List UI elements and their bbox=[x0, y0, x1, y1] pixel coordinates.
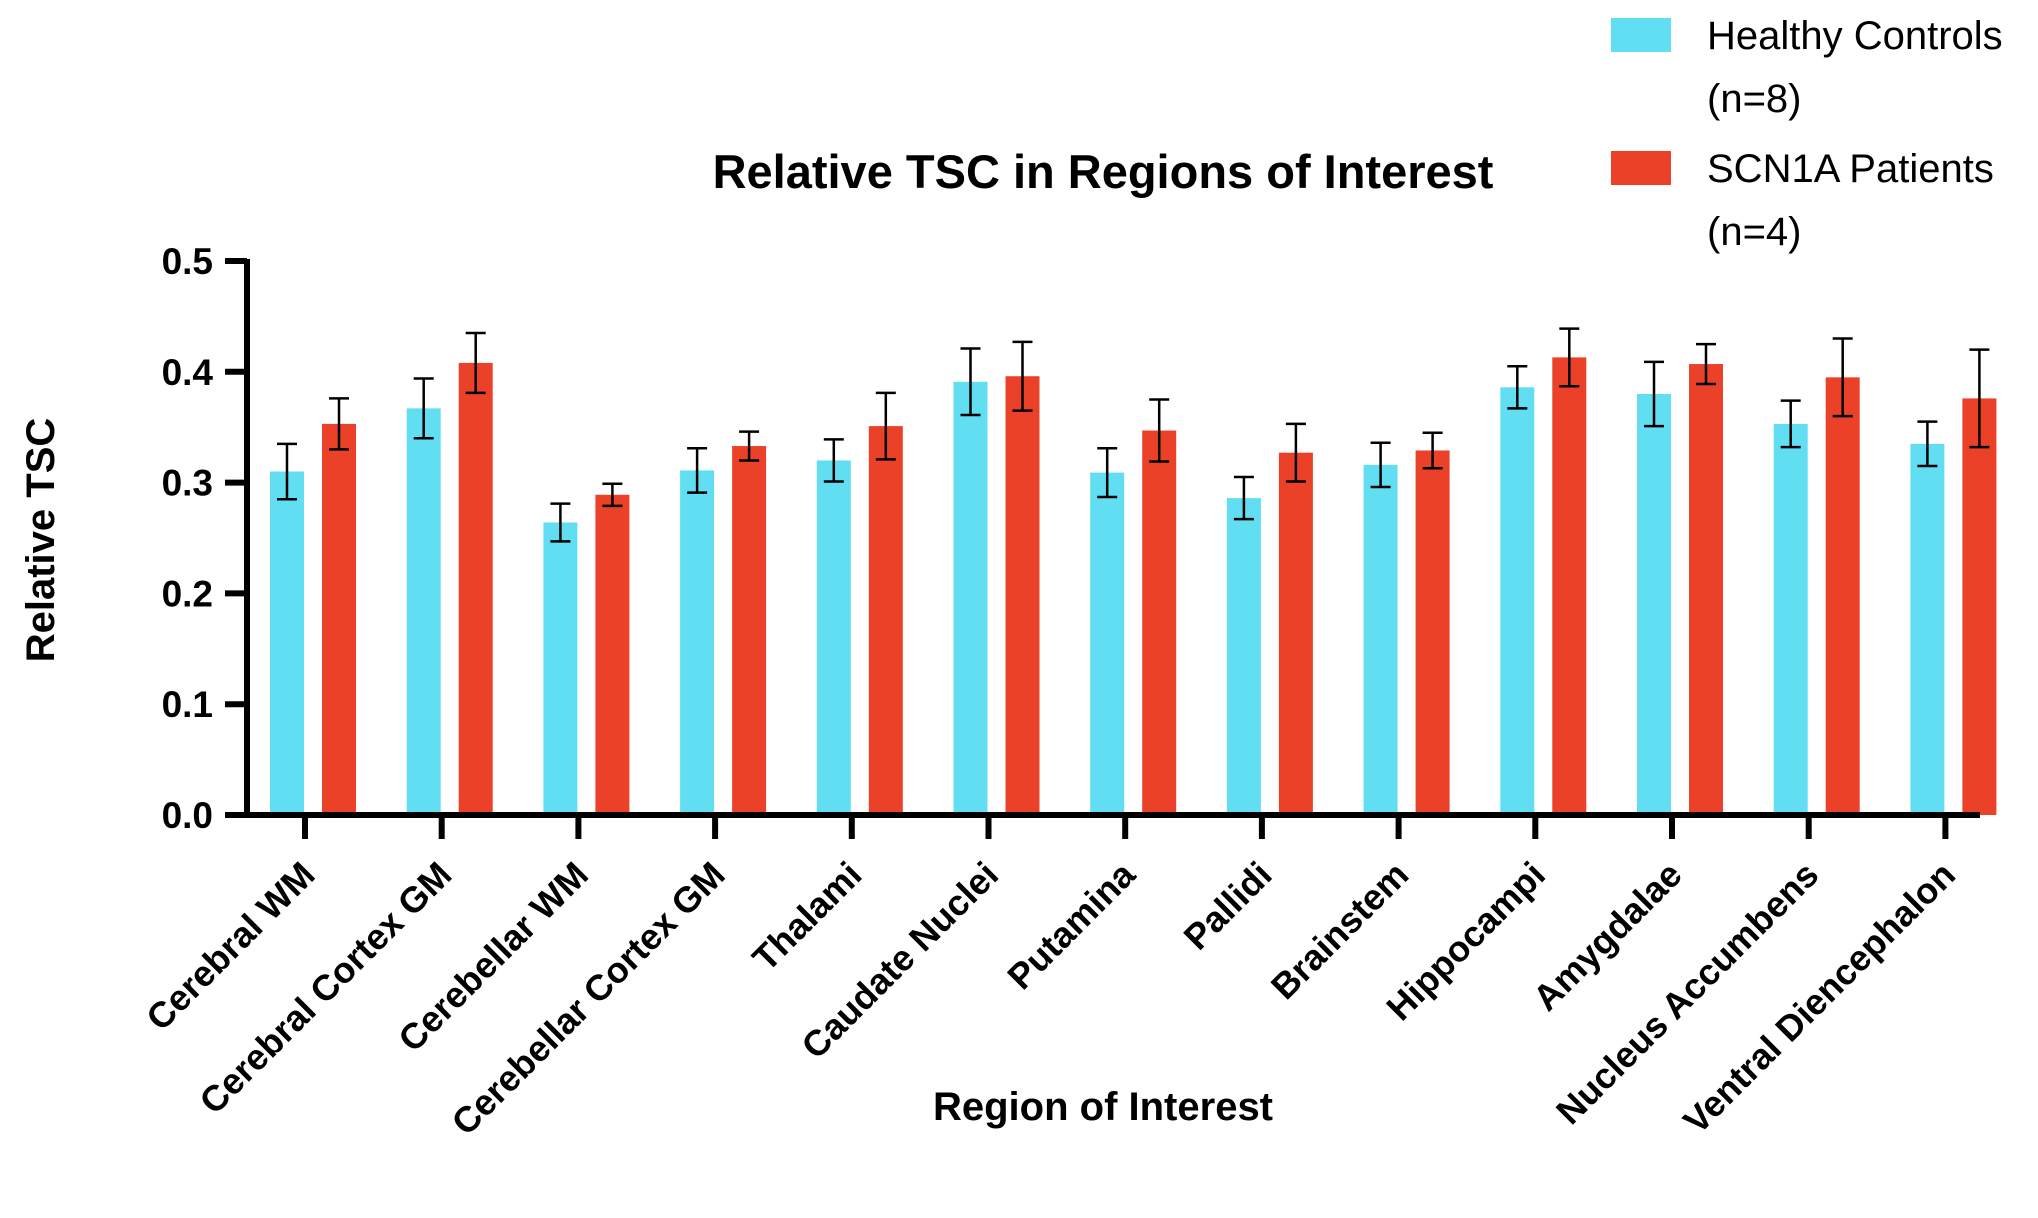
error-bar-healthy-11 bbox=[1780, 399, 1801, 449]
error-bar-scn1a-5 bbox=[1012, 340, 1033, 412]
chart-title: Relative TSC in Regions of Interest bbox=[713, 145, 1494, 198]
bar-healthy-4 bbox=[816, 460, 851, 815]
bar-scn1a-8 bbox=[1415, 450, 1450, 815]
y-axis-label: Relative TSC bbox=[19, 418, 63, 663]
bar-healthy-9 bbox=[1500, 387, 1535, 815]
legend-entry-healthy: Healthy Controls (n=8) bbox=[1611, 14, 2003, 121]
x-axis-label: Region of Interest bbox=[933, 1085, 1273, 1129]
error-bar-scn1a-2 bbox=[602, 482, 623, 508]
bar-healthy-1 bbox=[406, 408, 441, 815]
error-bar-healthy-1 bbox=[413, 377, 434, 440]
error-bar-healthy-0 bbox=[277, 442, 297, 501]
bar-healthy-7 bbox=[1226, 498, 1261, 815]
error-bar-scn1a-10 bbox=[1696, 342, 1716, 386]
bar-scn1a-3 bbox=[732, 446, 767, 815]
error-bar-scn1a-6 bbox=[1149, 398, 1170, 463]
y-tick-label-1: 0.1 bbox=[162, 684, 213, 725]
error-bar-scn1a-11 bbox=[1832, 337, 1853, 418]
bar-scn1a-11 bbox=[1825, 377, 1860, 815]
bar-healthy-6 bbox=[1090, 472, 1125, 815]
bar-healthy-5 bbox=[953, 381, 988, 815]
legend-entry-scn1a: SCN1A Patients (n=4) bbox=[1611, 147, 1994, 254]
bar-healthy-10 bbox=[1637, 393, 1671, 815]
x-tick-label-6: Putamina bbox=[999, 853, 1143, 997]
x-tick-label-11: Nucleus Accumbens bbox=[1548, 854, 1826, 1132]
legend-label-healthy-line-1: (n=8) bbox=[1707, 77, 1802, 121]
legend-label-scn1a-line-0: SCN1A Patients bbox=[1707, 147, 1994, 191]
error-bar-scn1a-7 bbox=[1285, 422, 1306, 483]
bar-scn1a-4 bbox=[868, 426, 903, 815]
error-bar-scn1a-8 bbox=[1422, 431, 1443, 470]
y-tick-label-4: 0.4 bbox=[162, 352, 214, 393]
error-bar-healthy-12 bbox=[1917, 420, 1938, 468]
bar-scn1a-2 bbox=[595, 494, 630, 815]
x-tick-label-3: Cerebellar Cortex GM bbox=[443, 854, 732, 1143]
bar-healthy-11 bbox=[1773, 423, 1808, 815]
error-bar-healthy-3 bbox=[687, 447, 708, 494]
error-bar-scn1a-9 bbox=[1559, 327, 1580, 388]
bar-scn1a-9 bbox=[1552, 357, 1587, 815]
error-bar-healthy-5 bbox=[960, 347, 981, 417]
bar-scn1a-7 bbox=[1278, 452, 1313, 815]
bar-scn1a-10 bbox=[1689, 364, 1723, 815]
error-bar-healthy-10 bbox=[1644, 360, 1664, 428]
error-bar-healthy-4 bbox=[823, 438, 844, 483]
x-tick-label-7: Pallidi bbox=[1176, 854, 1280, 958]
error-bar-healthy-6 bbox=[1097, 447, 1118, 499]
error-bar-scn1a-3 bbox=[739, 430, 760, 462]
error-bar-scn1a-1 bbox=[465, 331, 486, 395]
error-bar-healthy-9 bbox=[1507, 365, 1528, 410]
x-tick-label-4: Thalami bbox=[744, 854, 869, 979]
bar-healthy-3 bbox=[680, 470, 715, 815]
error-bar-healthy-7 bbox=[1233, 475, 1254, 521]
bars-group bbox=[270, 327, 1997, 815]
x-tick-label-1: Cerebral Cortex GM bbox=[191, 854, 459, 1122]
legend-swatch-scn1a bbox=[1611, 151, 1671, 185]
bar-healthy-0 bbox=[270, 471, 304, 815]
y-tick-label-5: 0.5 bbox=[162, 241, 213, 282]
legend-label-healthy-line-0: Healthy Controls bbox=[1707, 14, 2003, 58]
y-tick-label-3: 0.3 bbox=[162, 463, 213, 504]
error-bar-healthy-2 bbox=[550, 502, 571, 543]
legend-label-scn1a-line-1: (n=4) bbox=[1707, 210, 1802, 254]
error-bar-scn1a-4 bbox=[875, 391, 896, 461]
error-bar-healthy-8 bbox=[1370, 441, 1391, 489]
bar-healthy-2 bbox=[543, 522, 578, 815]
x-tick-label-12: Ventral Diencephalon bbox=[1675, 854, 1963, 1142]
bar-healthy-8 bbox=[1363, 464, 1398, 815]
bar-healthy-12 bbox=[1910, 443, 1945, 815]
bar-scn1a-12 bbox=[1962, 398, 1997, 815]
bar-scn1a-0 bbox=[322, 423, 356, 815]
error-bar-scn1a-0 bbox=[329, 397, 349, 451]
legend: Healthy Controls (n=8) SCN1A Patients (n=4) bbox=[1611, 14, 2003, 254]
error-bar-scn1a-12 bbox=[1969, 348, 1990, 449]
legend-swatch-healthy bbox=[1611, 18, 1671, 52]
y-tick-label-2: 0.2 bbox=[162, 573, 213, 614]
bar-scn1a-6 bbox=[1142, 430, 1177, 815]
bar-scn1a-5 bbox=[1005, 376, 1040, 815]
bar-scn1a-1 bbox=[458, 362, 493, 815]
y-tick-label-0: 0.0 bbox=[162, 795, 213, 836]
